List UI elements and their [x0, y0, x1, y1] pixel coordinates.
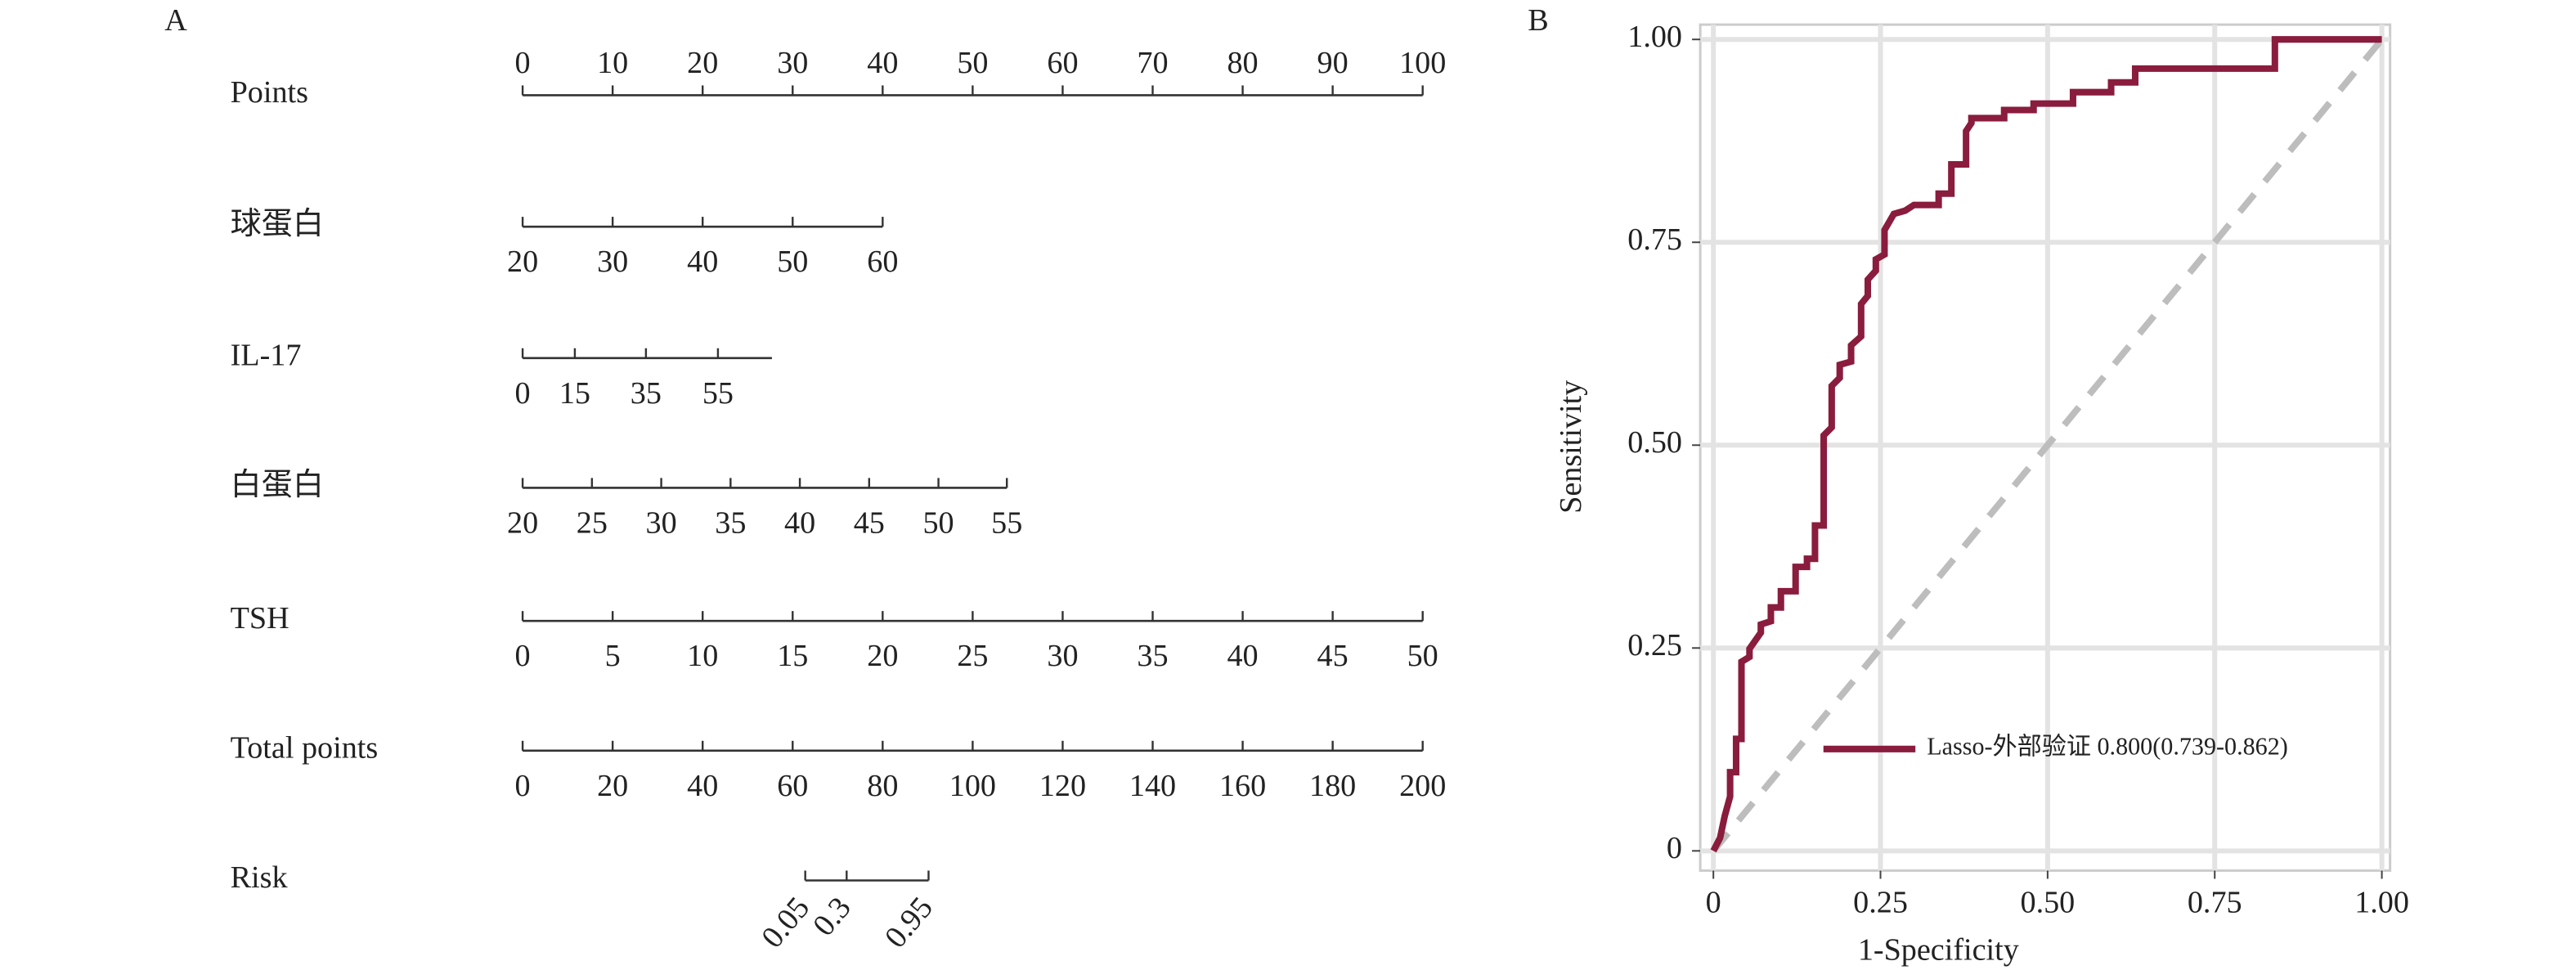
- tick-label: 180: [1309, 769, 1356, 803]
- tick-label: 120: [1039, 769, 1086, 803]
- tick-label: 10: [597, 46, 628, 80]
- row-label: Risk: [231, 860, 289, 895]
- tick-label: 0: [515, 46, 531, 80]
- tick-label: 40: [687, 769, 718, 803]
- row-label: TSH: [231, 601, 289, 635]
- reference-line: [1711, 37, 2385, 853]
- tick-label: 40: [867, 46, 898, 80]
- tick-label: 70: [1137, 46, 1168, 80]
- tick-label: 40: [784, 505, 815, 540]
- tick-label: 15: [777, 639, 808, 673]
- tick-label: 30: [777, 46, 808, 80]
- tick-label: 30: [1047, 639, 1078, 673]
- legend-label: Lasso-外部验证 0.800(0.739-0.862): [1927, 733, 2288, 761]
- y-tick-label: 0.25: [1627, 628, 1682, 662]
- x-tick-label: 0.25: [1853, 885, 1908, 919]
- tick-label: 55: [702, 376, 734, 411]
- tick-label: 50: [957, 46, 988, 80]
- tick-label: 55: [991, 505, 1022, 540]
- row-label: Points: [231, 75, 308, 110]
- y-tick-label: 0.50: [1627, 425, 1682, 460]
- tick-label: 35: [1137, 639, 1168, 673]
- tick-label: 15: [559, 376, 590, 411]
- tick-label: 100: [1399, 46, 1446, 80]
- tick-label: 25: [577, 505, 608, 540]
- x-tick-label: 0: [1706, 885, 1721, 919]
- tick-label: 60: [777, 769, 808, 803]
- tick-label: 0: [515, 769, 531, 803]
- tick-label: 100: [949, 769, 996, 803]
- tick-label: 50: [1407, 639, 1438, 673]
- row-label: 白蛋白: [231, 468, 324, 502]
- x-tick-label: 1.00: [2354, 885, 2409, 919]
- tick-label: 80: [1227, 46, 1258, 80]
- panel-label: B: [1528, 3, 1548, 38]
- roc-curve: [1710, 36, 2382, 853]
- x-tick-label: 0.50: [2021, 885, 2076, 919]
- tick-label: 160: [1219, 769, 1266, 803]
- x-tick-label: 0.75: [2188, 885, 2242, 919]
- tick-label: 0: [515, 639, 531, 673]
- tick-label: 10: [687, 639, 718, 673]
- y-tick-label: 0.75: [1627, 222, 1682, 257]
- y-axis-title: Sensitivity: [1554, 380, 1588, 514]
- tick-label: 0.3: [806, 891, 858, 943]
- tick-label: 140: [1129, 769, 1176, 803]
- y-tick-label: 0: [1667, 831, 1682, 865]
- tick-label: 0: [515, 376, 531, 411]
- tick-label: 20: [867, 639, 898, 673]
- tick-label: 30: [597, 245, 628, 279]
- tick-label: 30: [646, 505, 677, 540]
- tick-label: 60: [1047, 46, 1078, 80]
- tick-label: 50: [922, 505, 954, 540]
- panel-label: A: [164, 3, 187, 38]
- tick-label: 45: [854, 505, 885, 540]
- tick-label: 50: [777, 245, 808, 279]
- tick-label: 25: [957, 639, 988, 673]
- tick-label: 80: [867, 769, 898, 803]
- tick-label: 200: [1399, 769, 1446, 803]
- tick-label: 0.05: [755, 891, 816, 954]
- tick-label: 20: [507, 245, 538, 279]
- tick-label: 40: [1227, 639, 1258, 673]
- y-tick-label: 1.00: [1627, 20, 1682, 54]
- tick-label: 20: [597, 769, 628, 803]
- tick-label: 45: [1317, 639, 1349, 673]
- tick-label: 20: [507, 505, 538, 540]
- tick-label: 60: [867, 245, 898, 279]
- tick-label: 90: [1317, 46, 1349, 80]
- row-label: 球蛋白: [231, 207, 324, 241]
- tick-label: 5: [605, 639, 621, 673]
- x-axis-title: 1-Specificity: [1858, 933, 2019, 968]
- tick-label: 40: [687, 245, 718, 279]
- row-label: Total points: [231, 731, 379, 766]
- row-label: IL-17: [231, 339, 302, 373]
- tick-label: 35: [631, 376, 662, 411]
- tick-label: 20: [687, 46, 718, 80]
- tick-label: 35: [715, 505, 746, 540]
- tick-label: 0.95: [878, 891, 940, 954]
